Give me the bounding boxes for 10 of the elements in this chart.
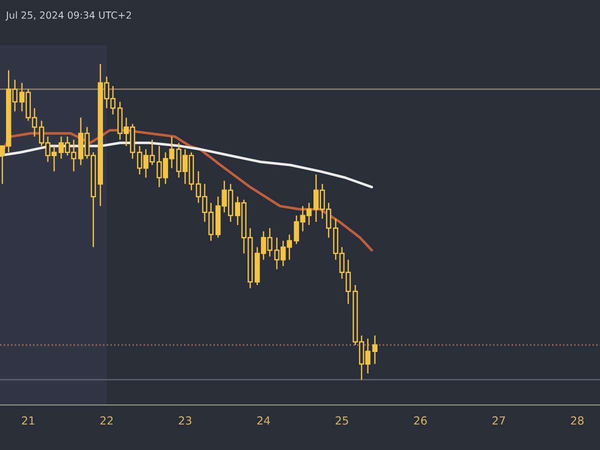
candlestick: [372, 334, 378, 365]
x-tick-label: 26: [414, 416, 427, 425]
x-tick-label: 28: [571, 416, 584, 425]
x-tick-label: 23: [178, 416, 192, 425]
x-tick-label: 27: [492, 416, 505, 425]
x-tick-label: 21: [22, 416, 34, 425]
x-tick-label: 22: [100, 416, 113, 425]
text: Jul 25, 2024 09:34 UTC+2: [5, 11, 131, 21]
x-tick-label: 24: [257, 416, 270, 425]
x-tick-label: 25: [336, 416, 348, 425]
